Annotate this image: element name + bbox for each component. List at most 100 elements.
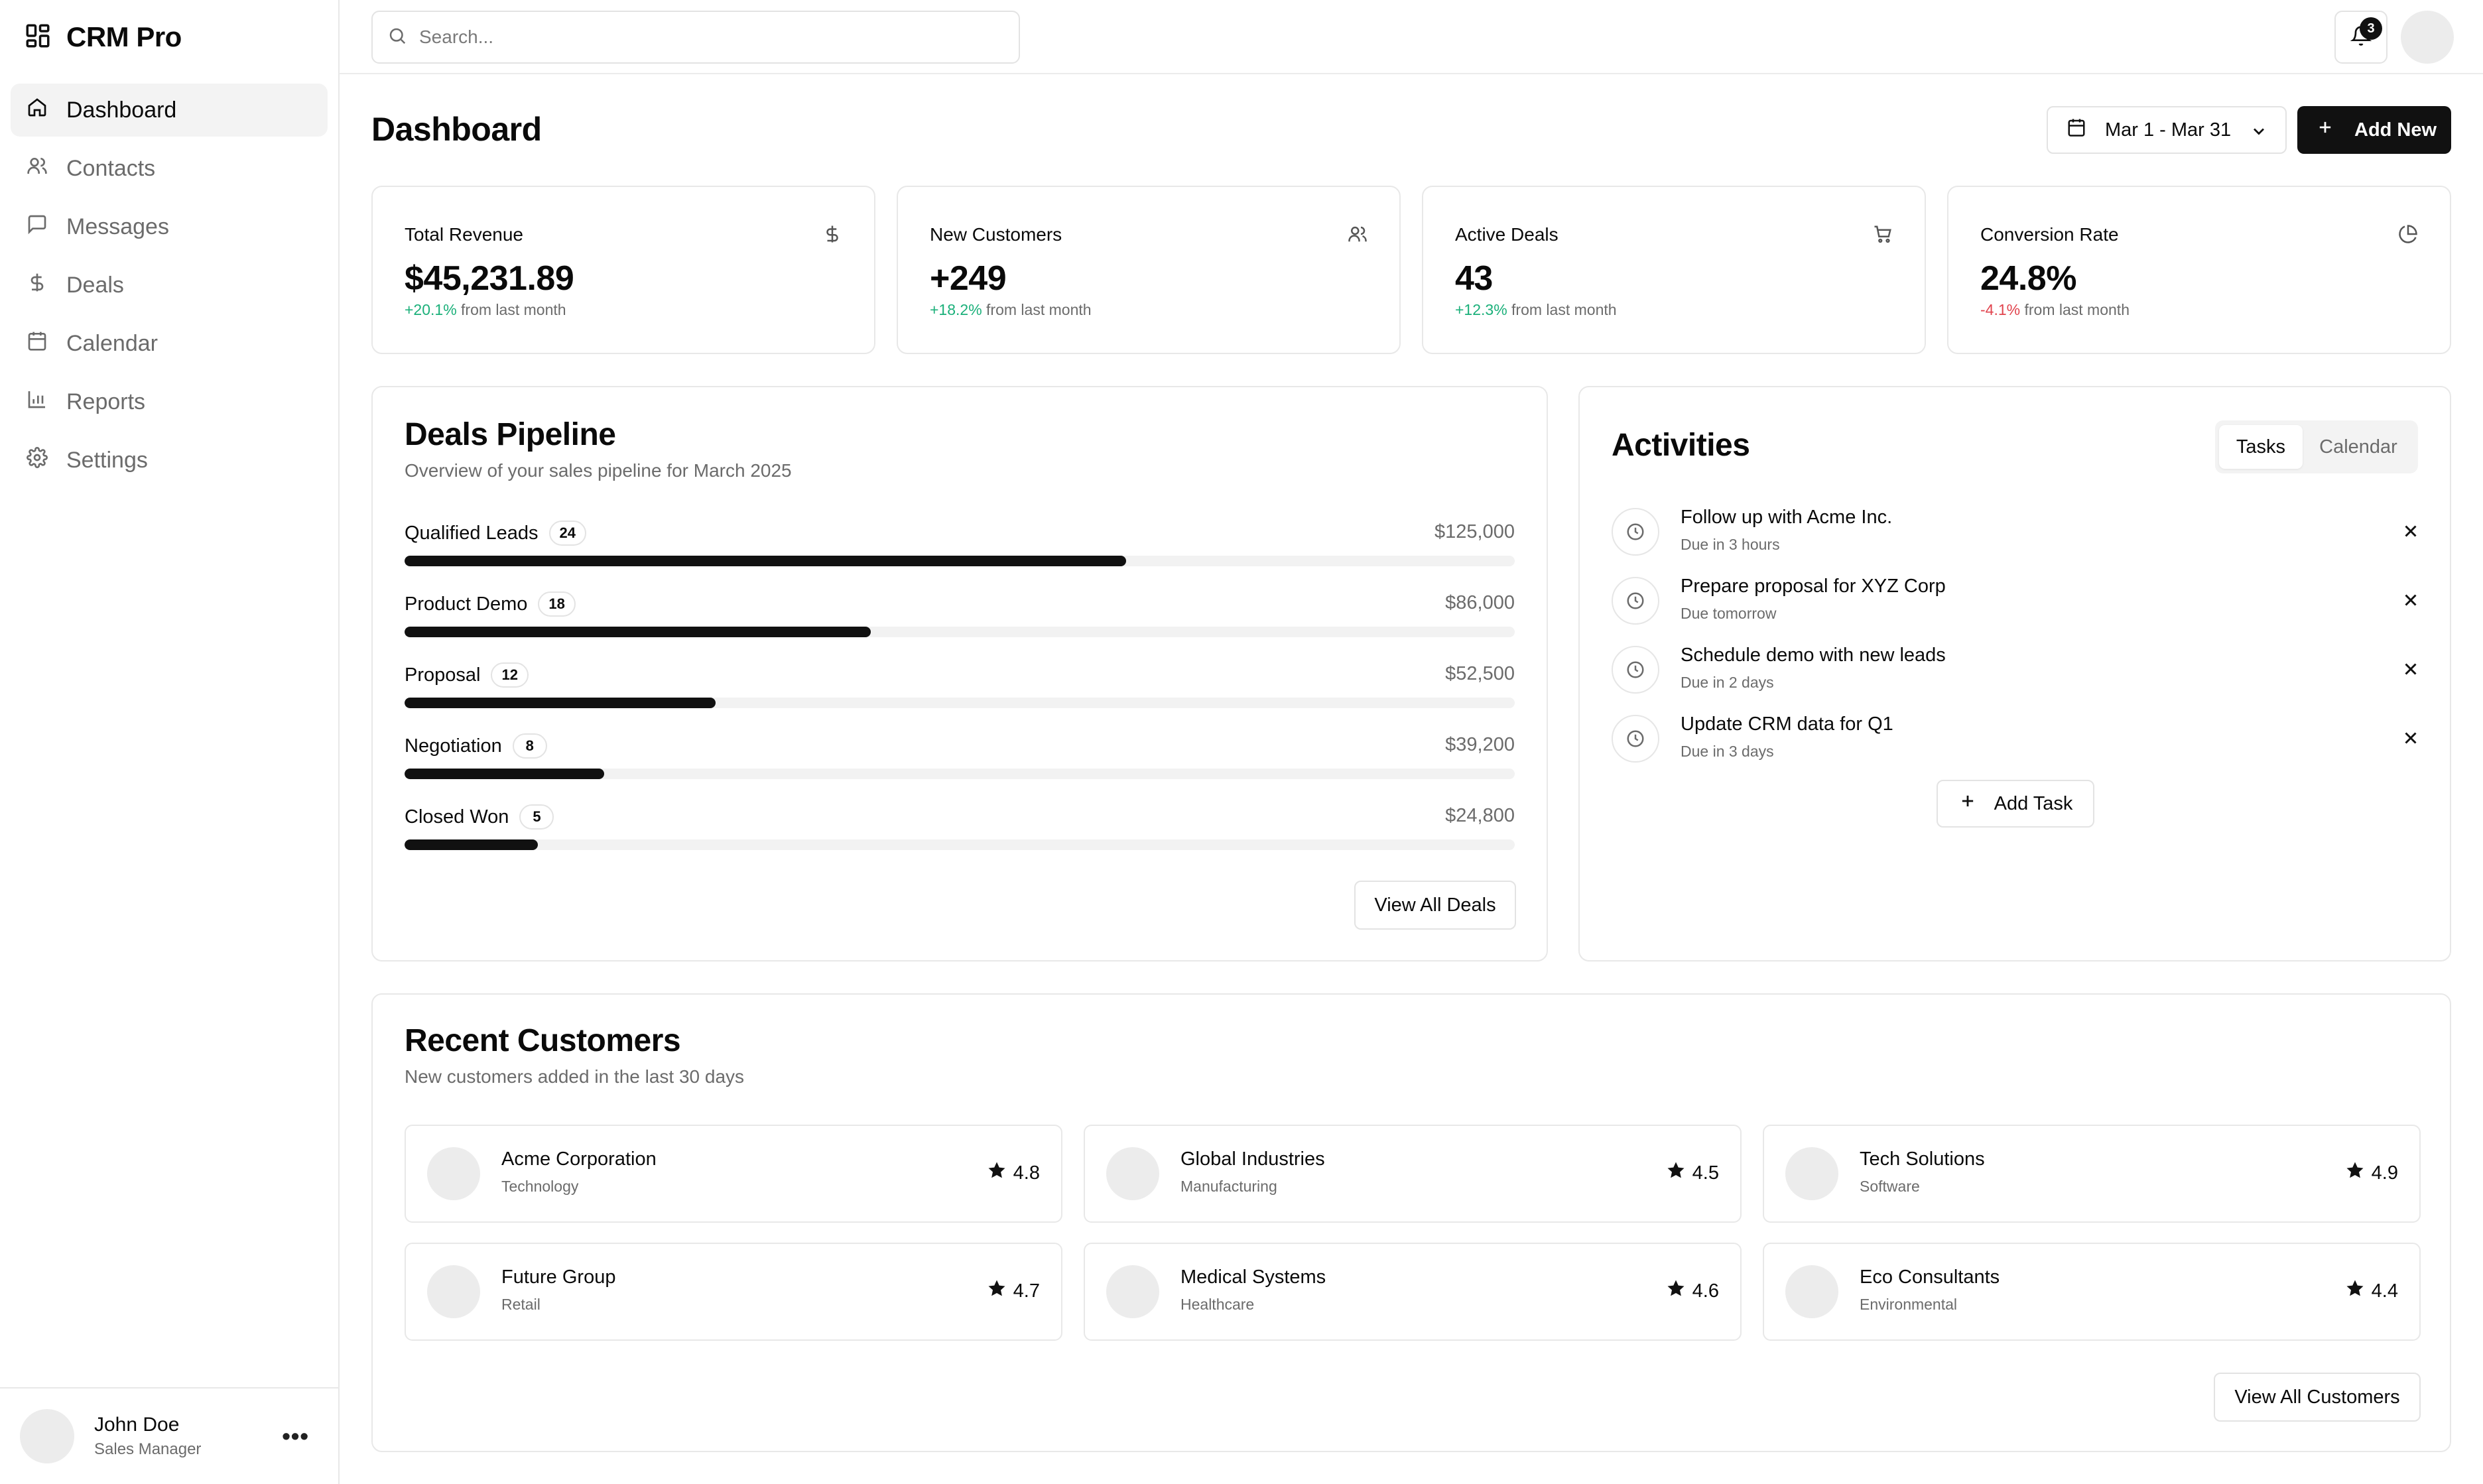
pipeline-stage[interactable]: Qualified Leads 24 $125,000 <box>405 519 1515 572</box>
stat-change: +18.2% from last month <box>930 301 1092 319</box>
activities-panel: Activities Tasks Calendar Follow up with… <box>1578 386 2451 961</box>
message-icon <box>27 214 48 241</box>
avatar <box>427 1147 480 1200</box>
stage-amount: $24,800 <box>1445 805 1515 826</box>
customer-card[interactable]: Acme Corporation Technology 4.8 <box>405 1125 1062 1223</box>
sidebar-item-reports[interactable]: Reports <box>11 375 328 428</box>
sidebar-nav: Dashboard Contacts Messages Deals Calend… <box>11 84 328 492</box>
task-item[interactable]: Update CRM data for Q1 Due in 3 days <box>1612 708 2421 769</box>
stage-count-badge: 24 <box>548 521 587 546</box>
task-item[interactable]: Schedule demo with new leads Due in 2 da… <box>1612 639 2421 700</box>
customer-rating: 4.8 <box>987 1160 1040 1186</box>
customer-card[interactable]: Eco Consultants Environmental 4.4 <box>1763 1243 2421 1341</box>
user-info: John Doe Sales Manager <box>94 1414 201 1459</box>
chevron-down-icon <box>2250 122 2268 146</box>
customer-card[interactable]: Tech Solutions Software 4.9 <box>1763 1125 2421 1223</box>
pipeline-stage[interactable]: Closed Won 5 $24,800 <box>405 802 1515 855</box>
customer-card[interactable]: Medical Systems Healthcare 4.6 <box>1084 1243 1742 1341</box>
stat-change-suffix: from last month <box>1507 301 1617 318</box>
close-icon[interactable] <box>2401 728 2421 751</box>
task-due: Due tomorrow <box>1681 605 1777 622</box>
tab-calendar[interactable]: Calendar <box>2319 436 2397 458</box>
sidebar-item-label: Dashboard <box>66 97 177 123</box>
avatar <box>427 1265 480 1318</box>
header-avatar[interactable] <box>2401 11 2454 64</box>
close-icon[interactable] <box>2401 521 2421 544</box>
stage-amount: $39,200 <box>1445 734 1515 755</box>
stat-change-value: -4.1% <box>1980 301 2021 318</box>
task-title: Schedule demo with new leads <box>1681 645 1946 666</box>
customer-name: Acme Corporation <box>501 1148 657 1170</box>
add-task-button[interactable]: Add Task <box>1937 780 2094 828</box>
user-profile[interactable]: John Doe Sales Manager ••• <box>0 1387 338 1484</box>
sidebar-item-deals[interactable]: Deals <box>11 259 328 312</box>
stage-label: Negotiation 8 <box>405 731 547 761</box>
calendar-icon <box>2067 117 2086 143</box>
rating-value: 4.5 <box>1692 1162 1719 1184</box>
star-icon <box>1666 1278 1686 1304</box>
rating-value: 4.9 <box>2371 1162 2398 1184</box>
bar-chart-icon <box>27 389 48 416</box>
more-options-icon[interactable]: ••• <box>282 1422 309 1450</box>
stat-card-conversion-rate: Conversion Rate 24.8% -4.1% from last mo… <box>1947 186 2451 354</box>
plus-icon <box>1958 792 1977 816</box>
sidebar-item-label: Reports <box>66 389 146 414</box>
customer-card[interactable]: Global Industries Manufacturing 4.5 <box>1084 1125 1742 1223</box>
sidebar-item-calendar[interactable]: Calendar <box>11 317 328 370</box>
task-title: Update CRM data for Q1 <box>1681 713 1893 735</box>
tab-tasks[interactable]: Tasks <box>2219 425 2303 469</box>
recent-customers-panel: Recent Customers New customers added in … <box>371 993 2451 1452</box>
sidebar: CRM Pro Dashboard Contacts Messages Deal… <box>0 0 340 1484</box>
add-new-button[interactable]: Add New <box>2297 106 2451 154</box>
sidebar-item-contacts[interactable]: Contacts <box>11 142 328 195</box>
stat-change-value: +20.1% <box>405 301 457 318</box>
brand[interactable]: CRM Pro <box>24 19 182 56</box>
panel-title: Recent Customers <box>405 1023 681 1058</box>
view-all-customers-button[interactable]: View All Customers <box>2214 1373 2421 1422</box>
search-box[interactable] <box>371 11 1020 64</box>
clock-icon <box>1612 646 1659 694</box>
progress-track <box>405 556 1515 566</box>
sidebar-item-settings[interactable]: Settings <box>11 434 328 487</box>
stat-value: $45,231.89 <box>405 259 574 298</box>
star-icon <box>2345 1278 2365 1304</box>
avatar[interactable] <box>20 1409 74 1463</box>
customer-name: Global Industries <box>1180 1148 1325 1170</box>
stat-title: New Customers <box>930 224 1062 245</box>
sidebar-item-label: Deals <box>66 272 124 298</box>
customer-rating: 4.5 <box>1666 1160 1719 1186</box>
cart-icon <box>1873 224 1893 247</box>
panel-subtitle: New customers added in the last 30 days <box>405 1066 745 1087</box>
customer-name: Eco Consultants <box>1860 1267 2000 1288</box>
pipeline-stage[interactable]: Product Demo 18 $86,000 <box>405 589 1515 643</box>
pipeline-stage[interactable]: Negotiation 8 $39,200 <box>405 731 1515 784</box>
task-title: Prepare proposal for XYZ Corp <box>1681 576 1946 597</box>
add-task-label: Add Task <box>1994 792 2073 814</box>
pipeline-stage[interactable]: Proposal 12 $52,500 <box>405 660 1515 713</box>
stage-count-badge: 8 <box>512 733 547 759</box>
task-item[interactable]: Follow up with Acme Inc. Due in 3 hours <box>1612 501 2421 562</box>
stage-amount: $52,500 <box>1445 663 1515 684</box>
customer-card[interactable]: Future Group Retail 4.7 <box>405 1243 1062 1341</box>
progress-fill <box>405 769 605 779</box>
stat-value: +249 <box>930 259 1007 298</box>
view-all-deals-button[interactable]: View All Deals <box>1354 881 1516 930</box>
grid-logo-icon <box>24 22 52 53</box>
stage-label: Closed Won 5 <box>405 802 554 832</box>
stat-card-new-customers: New Customers +249 +18.2% from last mont… <box>897 186 1401 354</box>
search-input[interactable] <box>419 27 989 48</box>
task-item[interactable]: Prepare proposal for XYZ Corp Due tomorr… <box>1612 570 2421 631</box>
sidebar-item-dashboard[interactable]: Dashboard <box>11 84 328 137</box>
close-icon[interactable] <box>2401 590 2421 613</box>
stat-change-suffix: from last month <box>2020 301 2130 318</box>
stat-card-total-revenue: Total Revenue $45,231.89 +20.1% from las… <box>371 186 875 354</box>
notifications-button[interactable]: 3 <box>2334 11 2388 64</box>
date-range-picker[interactable]: Mar 1 - Mar 31 <box>2047 106 2287 154</box>
customer-industry: Healthcare <box>1180 1296 1255 1313</box>
avatar <box>1785 1265 1838 1318</box>
page-title: Dashboard <box>371 111 542 148</box>
close-icon[interactable] <box>2401 659 2421 682</box>
sidebar-item-messages[interactable]: Messages <box>11 200 328 253</box>
sidebar-item-label: Messages <box>66 214 169 239</box>
pie-chart-icon <box>2398 224 2418 247</box>
